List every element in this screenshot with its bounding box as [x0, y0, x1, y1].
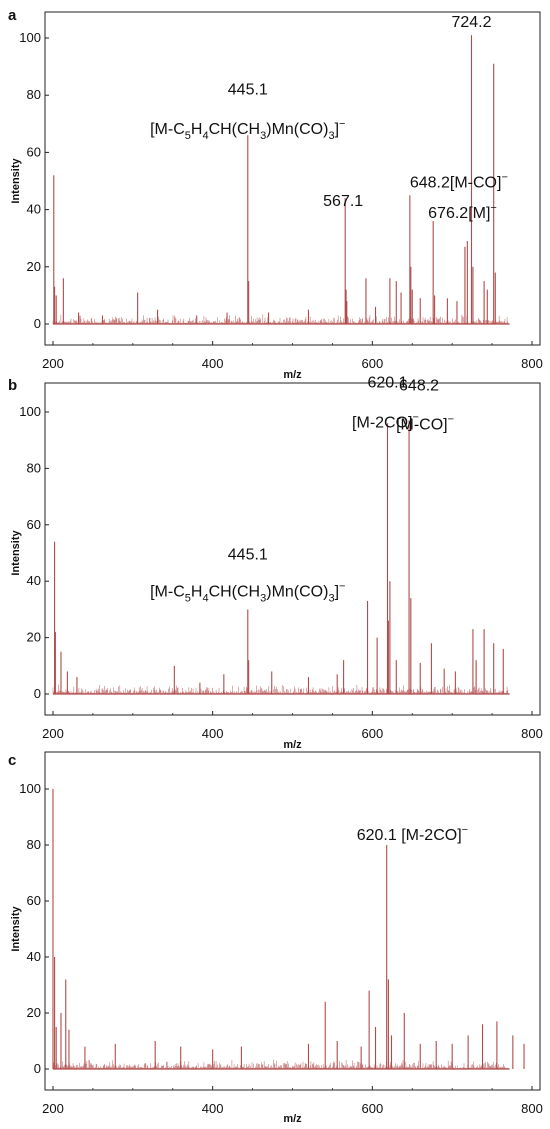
y-tick-label: 20 [27, 259, 41, 274]
baseline-noise [52, 314, 509, 324]
x-axis-label: m/z [283, 1113, 302, 1125]
y-tick-label: 40 [27, 949, 41, 964]
x-tick-label: 200 [42, 356, 64, 371]
peak-annotation: [M-CO]− [396, 414, 454, 434]
peak-annotation: 567.1 [323, 193, 363, 210]
peak-annotation: 724.2 [451, 14, 491, 31]
y-tick-label: 20 [27, 1005, 41, 1020]
x-tick-label: 600 [361, 1101, 383, 1116]
y-tick-label: 0 [34, 316, 41, 331]
x-tick-label: 400 [202, 1101, 224, 1116]
y-tick-label: 0 [34, 686, 41, 701]
x-axis-label: m/z [283, 369, 302, 381]
peak-annotation: [M-2CO]− [352, 412, 419, 432]
peak-annotation: 676.2[M]− [428, 202, 497, 222]
y-axis-label: Intensity [10, 906, 22, 952]
panel-label: b [8, 377, 17, 394]
x-tick-label: 400 [202, 356, 224, 371]
panel-label: a [8, 7, 17, 24]
plot-frame [44, 751, 541, 1091]
panel-label: c [8, 752, 16, 769]
peak-annotation: 648.2 [399, 378, 439, 395]
y-tick-label: 20 [27, 630, 41, 645]
plot-frame [44, 382, 541, 716]
y-tick-label: 60 [27, 893, 41, 908]
x-axis-label: m/z [283, 739, 302, 751]
x-tick-label: 600 [361, 726, 383, 741]
y-axis-label: Intensity [10, 530, 22, 576]
chart-panel-a: a 0 20 40 60 80 100 200 400 600 800 m/z Intensity 724… [8, 7, 543, 381]
y-tick-label: 40 [27, 573, 41, 588]
peak-annotation: 445.1 [228, 82, 268, 99]
y-tick-label: 40 [27, 202, 41, 217]
y-tick-label: 0 [34, 1061, 41, 1076]
chart-panel-b: b 0 20 40 60 80 100 200 400 600 800 m/z Intensity 620… [8, 375, 543, 751]
peak-annotation: [M-C5H4CH(CH3)Mn(CO)3]− [150, 118, 345, 142]
y-tick-label: 80 [27, 87, 41, 102]
peak-annotation: 620.1 [M-2CO]− [357, 824, 468, 844]
peak-annotation: 620.1 [367, 375, 407, 392]
y-axis-label: Intensity [10, 158, 22, 204]
x-tick-label: 200 [42, 1101, 64, 1116]
x-tick-label: 600 [361, 356, 383, 371]
x-tick-label: 200 [42, 726, 64, 741]
chart-panel-c: c 0 20 40 60 80 100 200 400 600 800 m/z Intensity 620… [8, 751, 543, 1125]
peak-annotation: [M-C5H4CH(CH3)Mn(CO)3]− [150, 581, 345, 605]
x-tick-label: 800 [521, 726, 543, 741]
y-tick-label: 100 [19, 781, 41, 796]
x-tick-label: 800 [521, 1101, 543, 1116]
x-tick-label: 800 [521, 356, 543, 371]
y-tick-label: 100 [19, 404, 41, 419]
peak-annotation: 445.1 [228, 547, 268, 564]
y-tick-label: 60 [27, 144, 41, 159]
x-tick-label: 400 [202, 726, 224, 741]
y-tick-label: 80 [27, 837, 41, 852]
y-tick-label: 60 [27, 517, 41, 532]
peak-annotation: 648.2[M-CO]− [410, 171, 508, 191]
baseline-noise [52, 1059, 509, 1069]
y-tick-label: 80 [27, 460, 41, 475]
y-tick-label: 100 [19, 30, 41, 45]
baseline-noise [52, 684, 509, 694]
